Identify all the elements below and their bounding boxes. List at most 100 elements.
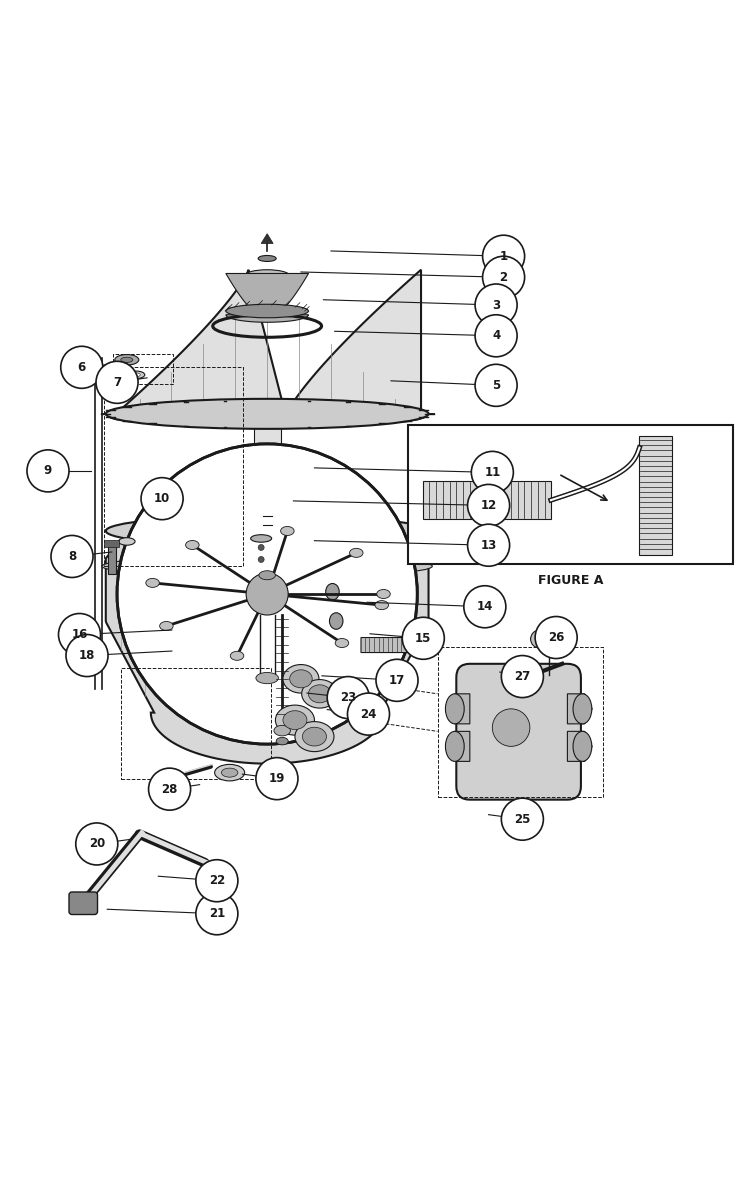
Circle shape: [531, 630, 549, 648]
Circle shape: [76, 823, 118, 865]
Circle shape: [483, 235, 525, 277]
Bar: [114, 354, 173, 384]
Circle shape: [59, 613, 101, 655]
Circle shape: [475, 284, 517, 326]
Text: 10: 10: [154, 492, 170, 505]
Circle shape: [516, 670, 534, 688]
Ellipse shape: [119, 538, 135, 545]
Circle shape: [464, 586, 506, 628]
Circle shape: [117, 444, 417, 744]
Ellipse shape: [146, 578, 159, 587]
Text: 4: 4: [492, 329, 500, 342]
Bar: [438, 647, 602, 797]
Ellipse shape: [256, 672, 278, 684]
Ellipse shape: [121, 358, 133, 362]
Text: 6: 6: [77, 361, 86, 374]
Circle shape: [96, 361, 138, 403]
Polygon shape: [226, 274, 308, 323]
Text: 5: 5: [492, 379, 500, 392]
Polygon shape: [447, 694, 470, 724]
Ellipse shape: [302, 727, 326, 746]
Circle shape: [402, 617, 444, 659]
Text: 13: 13: [481, 539, 497, 552]
Ellipse shape: [302, 679, 338, 708]
Ellipse shape: [329, 613, 343, 629]
Ellipse shape: [295, 721, 334, 751]
Circle shape: [27, 450, 69, 492]
Polygon shape: [106, 530, 429, 763]
Ellipse shape: [159, 622, 173, 630]
Ellipse shape: [573, 731, 592, 761]
Ellipse shape: [226, 305, 308, 318]
Ellipse shape: [290, 670, 312, 688]
Bar: [121, 667, 271, 779]
Ellipse shape: [280, 527, 294, 535]
Ellipse shape: [258, 256, 276, 262]
Text: 28: 28: [162, 782, 177, 796]
Circle shape: [258, 545, 264, 551]
Circle shape: [66, 635, 108, 677]
Circle shape: [196, 893, 238, 935]
Polygon shape: [568, 694, 592, 724]
Ellipse shape: [274, 725, 290, 736]
Circle shape: [472, 451, 514, 493]
Text: 14: 14: [477, 600, 493, 613]
Ellipse shape: [308, 685, 331, 703]
FancyBboxPatch shape: [423, 481, 551, 518]
Circle shape: [347, 694, 390, 736]
Circle shape: [475, 314, 517, 356]
Text: 7: 7: [113, 376, 121, 389]
Circle shape: [246, 572, 288, 616]
Ellipse shape: [221, 768, 238, 778]
Ellipse shape: [244, 270, 290, 282]
Polygon shape: [261, 234, 273, 244]
Circle shape: [258, 596, 264, 604]
Ellipse shape: [275, 706, 314, 736]
Circle shape: [258, 606, 264, 612]
Circle shape: [327, 677, 369, 719]
Circle shape: [149, 768, 190, 810]
Bar: [105, 367, 243, 566]
Text: FIGURE A: FIGURE A: [538, 575, 603, 588]
FancyBboxPatch shape: [69, 892, 98, 914]
Circle shape: [256, 757, 298, 799]
Polygon shape: [114, 270, 421, 425]
Circle shape: [535, 617, 578, 659]
Polygon shape: [361, 637, 417, 653]
Ellipse shape: [335, 638, 349, 648]
Text: 12: 12: [481, 499, 497, 512]
Text: 25: 25: [514, 812, 531, 826]
Ellipse shape: [250, 535, 271, 542]
Ellipse shape: [276, 737, 288, 745]
Ellipse shape: [214, 764, 244, 781]
Circle shape: [141, 478, 183, 520]
Ellipse shape: [102, 554, 432, 577]
Text: 18: 18: [79, 649, 96, 662]
Circle shape: [468, 485, 510, 527]
Ellipse shape: [283, 710, 307, 730]
Circle shape: [468, 524, 510, 566]
Ellipse shape: [573, 694, 592, 724]
Polygon shape: [447, 731, 470, 761]
FancyBboxPatch shape: [105, 540, 120, 547]
Polygon shape: [252, 593, 336, 629]
Text: 9: 9: [44, 464, 52, 478]
Ellipse shape: [132, 373, 141, 377]
Ellipse shape: [283, 665, 319, 694]
FancyBboxPatch shape: [170, 502, 178, 506]
FancyBboxPatch shape: [108, 542, 116, 574]
Circle shape: [502, 655, 544, 697]
FancyBboxPatch shape: [456, 664, 581, 799]
Circle shape: [493, 709, 530, 746]
Text: 26: 26: [548, 631, 564, 644]
Ellipse shape: [375, 601, 389, 610]
FancyBboxPatch shape: [639, 437, 672, 554]
Text: 24: 24: [360, 708, 377, 720]
FancyBboxPatch shape: [252, 539, 270, 569]
Text: 23: 23: [340, 691, 356, 704]
Text: 19: 19: [268, 772, 285, 785]
Circle shape: [196, 859, 238, 901]
Bar: [408, 425, 732, 564]
Circle shape: [51, 535, 93, 577]
Text: 20: 20: [89, 838, 105, 851]
